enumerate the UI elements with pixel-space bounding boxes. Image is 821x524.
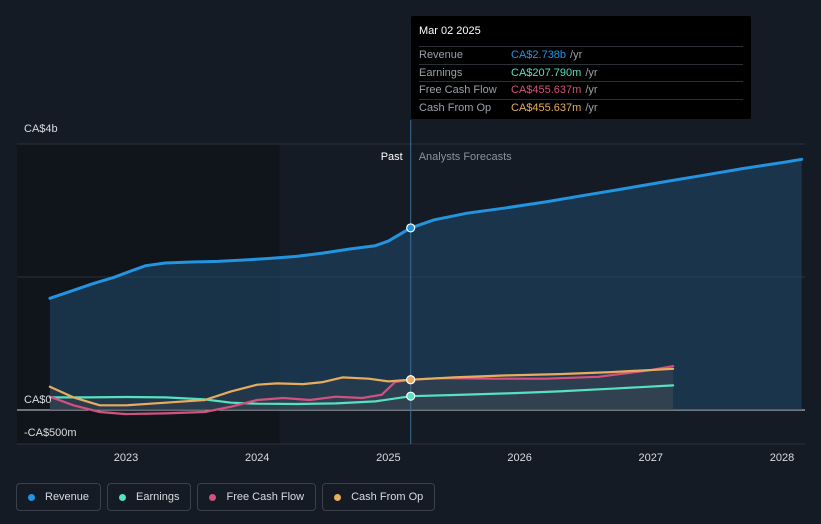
tooltip-label: Revenue (419, 49, 464, 61)
tooltip-label: Free Cash Flow (419, 84, 497, 96)
cash-from-op-dot-icon (334, 493, 342, 501)
earnings-dot-icon (119, 493, 127, 501)
cash-from-op-marker (406, 375, 416, 385)
x-tick-label: 2023 (114, 452, 138, 464)
legend-label: Cash From Op (351, 491, 424, 503)
cash-from-op-line (48, 367, 675, 407)
tooltip-row-free-cash-flow: Free Cash Flow CA$455.637m /yr (419, 81, 743, 99)
earnings-area (49, 385, 674, 410)
legend-item-free-cash-flow[interactable]: Free Cash Flow (197, 483, 317, 511)
earnings-line (48, 384, 675, 406)
tooltip-value: CA$455.637m (511, 101, 582, 114)
x-tick-label: 2028 (770, 452, 794, 464)
tooltip: Mar 02 2025 Revenue CA$2.738b /yr Earnin… (411, 16, 751, 119)
legend-item-cash-from-op[interactable]: Cash From Op (322, 483, 436, 511)
legend: Revenue Earnings Free Cash Flow Cash Fro… (16, 483, 441, 511)
y-axis-label-bottom: -CA$500m (24, 427, 77, 439)
x-tick-label: 2025 (376, 452, 400, 464)
forecast-label: Analysts Forecasts (419, 151, 512, 163)
tooltip-row-cash-from-op: Cash From Op CA$455.637m /yr (419, 98, 743, 117)
y-axis-label-top: CA$4b (24, 123, 58, 135)
tooltip-unit: /yr (585, 101, 598, 114)
y-axis-label-zero: CA$0 (24, 394, 52, 406)
tooltip-unit: /yr (585, 66, 598, 79)
legend-label: Free Cash Flow (226, 491, 305, 503)
tooltip-value: CA$455.637m (511, 84, 582, 96)
legend-label: Revenue (45, 491, 90, 503)
tooltip-value: CA$2.738b (511, 49, 567, 61)
tooltip-label: Cash From Op (419, 101, 492, 114)
free-cash-flow-area (49, 366, 674, 415)
free-cash-flow-dot-icon (209, 493, 217, 501)
tooltip-value: CA$207.790m (511, 66, 582, 79)
past-label: Past (381, 151, 403, 163)
free-cash-flow-line (48, 365, 675, 416)
tooltip-unit: /yr (585, 84, 598, 96)
legend-label: Earnings (136, 491, 180, 503)
tooltip-unit: /yr (570, 49, 583, 61)
revenue-area (49, 159, 802, 410)
tooltip-label: Earnings (419, 66, 463, 79)
earnings-marker (406, 391, 416, 401)
x-tick-label: 2024 (245, 452, 269, 464)
x-tick-label: 2027 (639, 452, 663, 464)
tooltip-date: Mar 02 2025 (419, 25, 481, 37)
x-tick-label: 2026 (507, 452, 531, 464)
revenue-line (48, 157, 804, 300)
tooltip-row-earnings: Earnings CA$207.790m /yr (419, 63, 743, 82)
revenue-marker (406, 223, 416, 233)
legend-item-revenue[interactable]: Revenue (16, 483, 102, 511)
legend-item-earnings[interactable]: Earnings (107, 483, 192, 511)
tooltip-row-revenue: Revenue CA$2.738b /yr (419, 46, 743, 64)
revenue-dot-icon (28, 493, 35, 501)
